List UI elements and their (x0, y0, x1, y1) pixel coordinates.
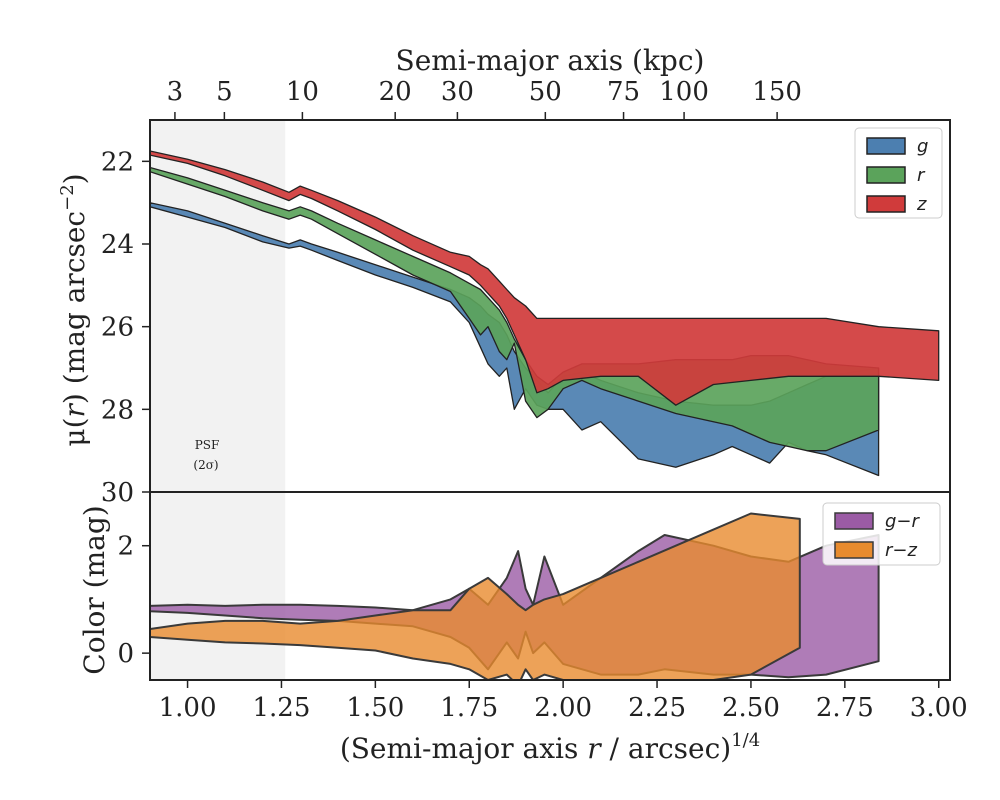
x-axis-label: (Semi-major axis r / arcsec)1/4 (340, 730, 760, 765)
color-legend: g−r r−z (822, 502, 941, 566)
psf-label: PSF (195, 438, 220, 452)
kpc-tick-label: 10 (286, 77, 319, 107)
x-tick-label: 2.75 (816, 693, 874, 723)
y-tick-label: 24 (101, 230, 134, 260)
y-tick-label: 30 (101, 478, 134, 508)
y-tick-label: 28 (101, 395, 134, 425)
y-tick-label: 2 (117, 532, 134, 562)
x-tick-label: 1.75 (440, 693, 498, 723)
kpc-tick-label: 100 (659, 77, 709, 107)
legend-label: g−r (885, 511, 921, 532)
legend-swatch (866, 137, 906, 155)
legend-label: g (917, 136, 928, 157)
kpc-axis-ticks: 3 5 10 20 30 50 75 100 150 (167, 77, 802, 120)
kpc-axis-label: Semi-major axis (kpc) (396, 44, 705, 77)
kpc-tick-label: 5 (216, 77, 233, 107)
x-axis-ticks: 1.00 1.25 1.50 1.75 2.00 2.25 2.50 2.75 3.00 (159, 680, 968, 723)
legend-label: r−z (885, 540, 917, 561)
legend-label: z (916, 194, 927, 215)
kpc-tick-label: 30 (441, 77, 474, 107)
legend-swatch (834, 541, 874, 559)
color-y-ticks: 02 (117, 532, 150, 669)
legend-swatch (866, 166, 906, 184)
kpc-tick-label: 20 (379, 77, 412, 107)
x-tick-label: 2.25 (628, 693, 686, 723)
legend-swatch (866, 195, 906, 213)
x-tick-label: 1.25 (253, 693, 311, 723)
legend-label: r (917, 165, 926, 186)
color-panel: 02 1.00 1.25 1.50 1.75 2.00 2.25 2.50 2.75 3.00 … (78, 492, 968, 765)
surface-brightness-bands (150, 150, 940, 477)
psf-sigma-label: (2σ) (193, 458, 218, 472)
psf-region (150, 492, 286, 680)
y-tick-label: 22 (101, 147, 134, 177)
color-bands (150, 512, 880, 680)
bottom-panel-frame (149, 491, 951, 681)
x-tick-label: 1.50 (346, 693, 404, 723)
x-tick-label: 2.50 (722, 693, 780, 723)
surface-brightness-y-label: μ(r) (mag arcsec−2) (57, 173, 91, 446)
color-y-label: Color (mag) (78, 505, 111, 674)
band-r-z (150, 512, 801, 680)
kpc-tick-label: 75 (607, 77, 640, 107)
y-tick-label: 0 (117, 639, 134, 669)
y-tick-label: 26 (101, 313, 134, 343)
kpc-tick-label: 3 (167, 77, 184, 107)
surface-brightness-legend: grz (854, 127, 943, 219)
kpc-tick-label: 50 (529, 77, 562, 107)
x-tick-label: 2.00 (534, 693, 592, 723)
surface-brightness-y-ticks: 22 24 26 28 30 (101, 147, 150, 508)
band-z (150, 150, 940, 406)
x-tick-label: 1.00 (159, 693, 217, 723)
kpc-tick-label: 150 (752, 77, 802, 107)
legend-swatch (834, 512, 874, 530)
x-tick-label: 3.00 (910, 693, 968, 723)
surface-brightness-panel: PSF (2σ) 22 24 26 28 30 3 5 10 20 30 50 75 100 150 S… (57, 44, 943, 508)
